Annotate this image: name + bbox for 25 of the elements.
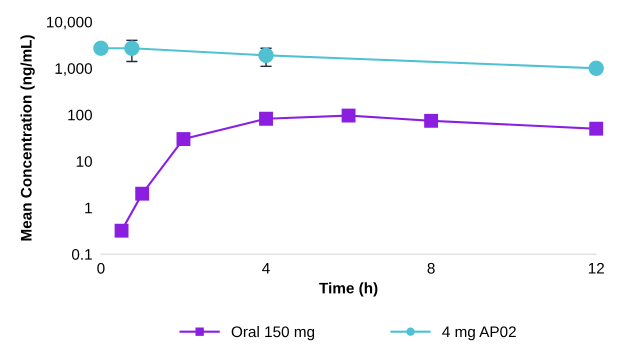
y-tick-label: 1,000 [56, 63, 92, 76]
legend-label: 4 mg AP02 [442, 326, 516, 340]
point [588, 60, 604, 76]
y-tick-label: 10,000 [47, 16, 92, 30]
legend-label: Oral 150 mg [232, 326, 314, 340]
y-tick-label: 0.1 [72, 249, 92, 260]
x-tick-label: 8 [428, 262, 435, 274]
y-tick-label: 10 [76, 156, 92, 167]
point [93, 40, 109, 56]
x-tick-label: 0 [97, 262, 105, 274]
point [259, 112, 273, 126]
x-tick-label: 4 [262, 263, 270, 274]
point [135, 186, 150, 201]
x-axis-title: Time (h) [319, 282, 378, 297]
x-tick-label: 12 [588, 262, 604, 274]
y-tick-label: 100 [68, 110, 92, 120]
point [342, 108, 356, 123]
point [114, 224, 129, 238]
y-axis-title: Mean Concentration (ng/mL) [20, 35, 35, 240]
y-tick-label: 1 [85, 202, 92, 214]
point [176, 132, 190, 146]
point [589, 122, 604, 136]
point [124, 40, 140, 56]
point [258, 48, 274, 63]
point [424, 114, 438, 128]
